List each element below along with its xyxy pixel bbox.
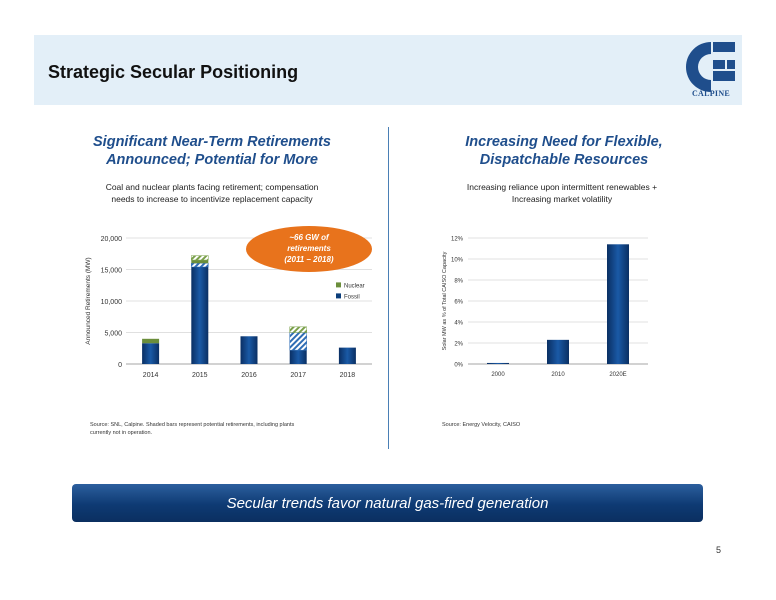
y-tick-label: 10,000 <box>101 299 123 306</box>
banner-text: Secular trends favor natural gas-fired g… <box>226 495 549 512</box>
legend-swatch-nuclear <box>336 282 341 288</box>
callout-line1: ~66 GW of <box>289 233 329 242</box>
callout-line2: retirements <box>287 244 331 253</box>
page-title: Strategic Secular Positioning <box>48 62 299 82</box>
right-title-line1: Increasing Need for Flexible, <box>465 134 663 150</box>
right-title: Increasing Need for Flexible, Dispatchab… <box>406 133 722 169</box>
left-title-line2: Announced; Potential for More <box>106 152 318 168</box>
y-tick-label: 0 <box>118 362 122 369</box>
solar-capacity-chart: 0% 2% 4% 6% 8% 10% 12% Solar MW as % of Total C… <box>442 237 648 378</box>
y-tick-label: 15,000 <box>101 268 123 275</box>
bar-nuclear-2015 <box>191 260 209 264</box>
left-source-line1: Source: SNL, Calpine. Shaded bars repres… <box>90 422 295 428</box>
bar-2000 <box>487 362 509 364</box>
left-title-line1: Significant Near-Term Retirements <box>93 134 331 150</box>
x-tick-label: 2018 <box>340 372 356 379</box>
right-subtitle-line1: Increasing reliance upon intermittent re… <box>466 182 658 192</box>
x-tick-label: 2020E <box>609 372 626 378</box>
right-title-line2: Dispatchable Resources <box>479 152 649 168</box>
callout-line3: (2011 – 2018) <box>284 255 334 264</box>
x-tick-label: 2010 <box>551 372 565 378</box>
y-tick-label: 6% <box>454 300 463 306</box>
bar-2010 <box>547 339 569 364</box>
bar-fossil-2014 <box>142 343 160 364</box>
x-tick-label: 2017 <box>290 372 306 379</box>
y-tick-label: 12% <box>451 237 464 243</box>
x-tick-label: 2015 <box>192 372 208 379</box>
callout-text: ~66 GW of retirements (2011 – 2018) <box>246 232 372 265</box>
bar-2020E <box>607 244 629 364</box>
left-source-line2: currently not in operation. <box>90 430 153 436</box>
y-tick-label: 5,000 <box>104 331 122 338</box>
page-number: 5 <box>716 545 722 555</box>
x-tick-label: 2016 <box>241 372 257 379</box>
y-axis-label: Solar MW as % of Total CAISO Capacity <box>442 251 448 350</box>
bar-fossil-2016 <box>240 336 258 364</box>
banner <box>72 484 703 522</box>
header-band <box>34 35 742 105</box>
y-axis-label: Announced Retirements (MW) <box>85 257 92 344</box>
left-subtitle-line1: Coal and nuclear plants facing retiremen… <box>105 182 319 192</box>
left-subtitle-line2: needs to increase to incentivize replace… <box>111 194 313 204</box>
bar-fossil-2015 <box>191 266 209 364</box>
right-subtitle-line2: Increasing market volatility <box>511 194 613 204</box>
y-tick-label: 4% <box>454 321 463 327</box>
bar-fossil-2017 <box>289 350 307 364</box>
y-tick-label: 2% <box>454 342 463 348</box>
calpine-logo-icon <box>685 42 735 92</box>
column-divider <box>388 127 389 449</box>
left-source: Source: SNL, Calpine. Shaded bars repres… <box>90 421 380 437</box>
legend-label-nuclear: Nuclear <box>344 283 365 289</box>
right-source: Source: Energy Velocity, CAISO <box>442 422 521 428</box>
left-title: Significant Near-Term Retirements Announ… <box>66 133 358 169</box>
y-tick-label: 8% <box>454 279 463 285</box>
right-subtitle: Increasing reliance upon intermittent re… <box>402 181 722 205</box>
bar-fossil-2018 <box>338 347 356 364</box>
x-tick-label: 2000 <box>491 372 505 378</box>
legend-label-fossil: Fossil <box>344 294 360 300</box>
y-tick-label: 20,000 <box>101 236 123 243</box>
bar-nuclear-potential-2015 <box>191 255 209 261</box>
legend-swatch-fossil <box>336 293 341 299</box>
retirements-callout <box>246 226 372 272</box>
bar-fossil-potential-2017 <box>289 332 307 351</box>
left-subtitle: Coal and nuclear plants facing retiremen… <box>56 181 368 205</box>
y-tick-label: 0% <box>454 363 463 369</box>
y-tick-label: 10% <box>451 258 464 264</box>
retirements-chart: 0 5,000 10,000 15,000 20,000 Announced Retire… <box>85 236 372 379</box>
x-tick-label: 2014 <box>143 372 159 379</box>
logo-text: CALPINE <box>691 89 731 98</box>
bar-nuclear-2014 <box>142 338 160 344</box>
bar-fossil-potential-2015 <box>191 262 209 268</box>
bar-nuclear-potential-2017 <box>289 326 307 333</box>
